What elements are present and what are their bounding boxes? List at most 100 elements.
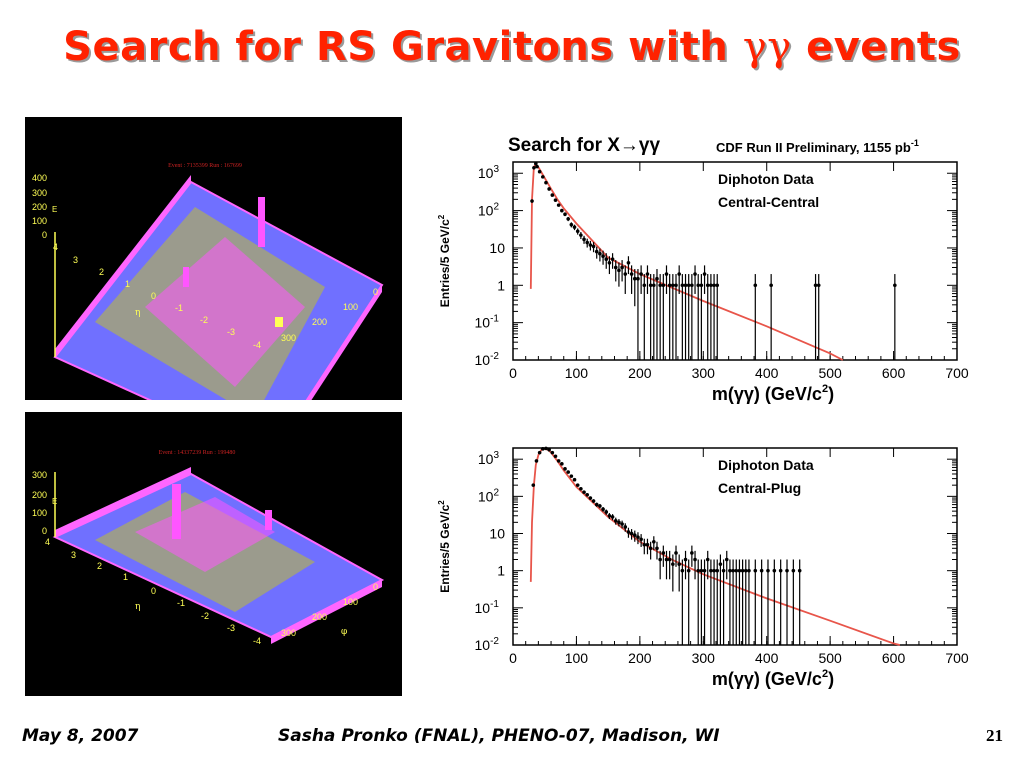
fit-curve (529, 447, 901, 646)
data-point (652, 283, 656, 288)
data-point (575, 483, 580, 487)
eta-tick: -1 (177, 598, 185, 608)
y-tick-label: 10 (489, 526, 505, 542)
data-point (591, 499, 596, 503)
eta-tick: -3 (227, 327, 235, 337)
z-tick: 400 (32, 173, 47, 183)
data-point (534, 161, 538, 166)
data-point (753, 283, 758, 288)
data-point (693, 272, 697, 276)
eta-tick: 1 (123, 572, 128, 582)
lego-tower-2 (265, 510, 272, 530)
data-point (648, 546, 653, 551)
x-axis-title-exponent: 2 (822, 668, 828, 680)
phi-tick: 100 (343, 302, 358, 312)
eta-axis-label: η (135, 308, 140, 318)
x-tick-label: 700 (945, 365, 969, 381)
data-point (715, 568, 720, 573)
data-point (629, 272, 634, 276)
data-point (674, 551, 678, 555)
lego-tower-3 (275, 317, 283, 327)
data-point (547, 447, 551, 452)
data-point (680, 283, 685, 288)
data-point (569, 222, 574, 227)
data-point (636, 535, 640, 539)
lego-front-edge (306, 285, 382, 400)
eta-tick: 1 (125, 279, 130, 289)
y-tick-exponent: -1 (490, 599, 499, 610)
lego-tower-2 (183, 267, 189, 287)
data-point (626, 261, 631, 265)
data-point (610, 515, 615, 519)
data-point (582, 237, 586, 242)
eta-tick: 4 (45, 537, 50, 547)
data-point (721, 568, 726, 573)
z-tick: 0 (42, 526, 47, 536)
data-point (658, 557, 662, 562)
eta-tick: -4 (253, 636, 261, 646)
data-point (696, 568, 701, 573)
data-point (607, 261, 612, 265)
data-point (709, 568, 713, 573)
lego-back-edge (55, 467, 191, 537)
data-point (718, 562, 723, 566)
y-tick-exponent: -2 (490, 636, 499, 647)
data-point (598, 251, 602, 256)
lego-front-edge (271, 580, 382, 644)
data-point (572, 477, 577, 482)
data-point (743, 568, 748, 573)
data-point (642, 542, 647, 547)
legend-label: Diphoton Data (718, 457, 814, 473)
data-point (667, 557, 672, 562)
data-point (661, 551, 666, 555)
y-tick-label: 102 (478, 202, 500, 219)
data-point (715, 283, 720, 288)
data-point (655, 546, 659, 551)
eta-axis-label: η (135, 602, 140, 612)
data-point (550, 450, 555, 455)
x-tick-label: 700 (945, 650, 969, 666)
data-point (591, 244, 596, 249)
data-point (598, 504, 602, 508)
data-point (686, 283, 691, 288)
z-tick: 300 (32, 470, 47, 480)
x-tick-label: 100 (565, 365, 589, 381)
data-point (677, 562, 681, 566)
y-tick-exponent: -1 (490, 314, 499, 325)
eta-tick: 2 (99, 267, 104, 277)
y-tick-label: 10-2 (475, 351, 500, 368)
data-point (560, 208, 564, 213)
data-point (683, 283, 688, 288)
y-tick-label: 103 (478, 450, 500, 467)
data-point (772, 568, 777, 573)
data-point (531, 483, 536, 487)
x-tick-label: 300 (692, 365, 716, 381)
phi-axis-label: φ (341, 627, 347, 637)
data-point (785, 568, 789, 573)
y-tick-label: 1 (497, 563, 505, 579)
eta-tick: -4 (253, 340, 261, 350)
data-point (778, 568, 783, 573)
x-tick-label: 500 (818, 365, 842, 381)
data-point (680, 568, 685, 573)
data-point (556, 203, 561, 207)
chart-subtitle: CDF Run II Preliminary, 1155 pb-1 (716, 138, 919, 155)
plot-central-central: 0 100 200 300 400 500 600 700 10-2 10-1 1 10 102 103 D… (420, 125, 1000, 410)
x-tick-label: 200 (628, 650, 652, 666)
title-tail: events (791, 24, 961, 70)
y-axis-title-exponent: 2 (437, 214, 446, 219)
footer-author: Sasha Pronko (FNAL), PHENO-07, Madison, … (278, 726, 720, 746)
data-point (604, 510, 609, 514)
data-point (537, 450, 542, 455)
data-point (690, 551, 694, 555)
data-point (582, 490, 586, 494)
event-display-top: Event : 7135399 Run : 167699 400 300 200… (25, 117, 402, 400)
data-point (693, 557, 697, 562)
data-point (610, 257, 615, 261)
data-point (620, 265, 624, 270)
lego-tower-1 (258, 197, 265, 247)
data-point (566, 470, 570, 474)
data-point (709, 283, 713, 288)
lego-plot-top: Event : 7135399 Run : 167699 400 300 200… (32, 163, 384, 400)
data-point (623, 272, 628, 276)
